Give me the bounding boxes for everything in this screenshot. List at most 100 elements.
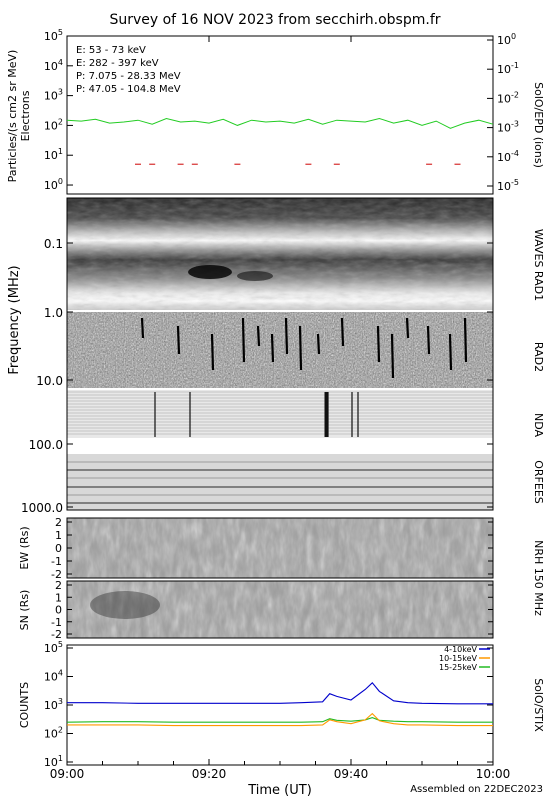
nrh-ew-tick-label: -1 [51, 555, 62, 568]
nda-lines [67, 391, 493, 437]
nrh-sn-panel: 210-1-2 SN (Rs) [18, 579, 494, 641]
time-axis-label: Time (UT) [247, 783, 312, 798]
nrh-sn-texture [67, 581, 493, 638]
nrh-sn-tick-label: -2 [51, 628, 62, 641]
nrh-ew-tick-label: -2 [51, 568, 62, 581]
stix-tick-label: 103 [44, 697, 63, 712]
epd-right-tick-label: 10-1 [497, 61, 519, 76]
stix-series [66, 681, 493, 727]
radio-tick-label: 100.0 [29, 438, 63, 452]
instrument-label-nda: NDA [532, 413, 545, 438]
epd-legend-entry: P: 47.05 - 104.8 MeV [76, 84, 181, 95]
nrh-sn-tick-label: 1 [55, 591, 62, 604]
rad1-texture [67, 198, 493, 310]
epd-right-tick-label: 10-3 [497, 120, 519, 135]
nrh-ew-tick-label: 1 [55, 529, 62, 542]
rad2-texture [67, 312, 493, 388]
epd-ylabel-left: Particles/(s cm2 sr MeV) [6, 50, 19, 183]
epd-left-tick-label: 101 [44, 147, 63, 162]
rad1-burst-blob2 [237, 271, 273, 281]
figure-title: Survey of 16 NOV 2023 from secchirh.obsp… [109, 12, 440, 28]
epd-left-tick-label: 104 [44, 58, 63, 73]
stix-series-line [66, 717, 493, 723]
epd-right-axis: 10-5 10-4 10-3 10-2 10-1 100 [487, 32, 519, 193]
orfees-lines [67, 461, 493, 504]
nrh-ew-tick-label: 2 [55, 516, 62, 529]
epd-left-tick-label: 100 [44, 177, 63, 192]
rad2-burst-streak [448, 333, 453, 371]
epd-left-tick-label: 103 [44, 88, 63, 103]
nrh-ew-texture [67, 518, 493, 578]
epd-ylabel-right: SolO/EPD (ions) [532, 82, 545, 168]
rad2-burst-streak [256, 325, 261, 347]
rad2-burst-streak [463, 317, 468, 363]
assembled-note: Assembled on 22DEC2023 [410, 784, 543, 795]
stix-tick-label: 105 [44, 640, 63, 655]
nrh-sn-dark-region [90, 591, 160, 619]
radio-panel: 0.1 1.0 10.0 100.0 1000.0 Frequency (MHz) WA… [7, 197, 545, 515]
epd-ylabel-left2: Electrons [19, 90, 32, 141]
time-tick-label: 10:00 [476, 767, 511, 781]
epd-legend-entry: P: 7.075 - 28.33 MeV [76, 71, 181, 82]
nrh-ew-tick-label: 0 [55, 542, 62, 555]
rad2-burst-streak [316, 333, 321, 355]
nrh-sn-axis: 210-1-2 [51, 579, 493, 641]
nrh-sn-tick-label: 2 [55, 579, 62, 592]
radio-tick-label: 1.0 [44, 306, 63, 320]
radio-tick-label: 1000.0 [21, 501, 63, 515]
stix-series-line [67, 681, 493, 705]
rad2-burst-streak [426, 325, 431, 355]
nrh-ew-axis: 210-1-2 [51, 516, 493, 581]
nrh-ew-panel: 210-1-2 EW (Rs) [18, 516, 494, 581]
epd-right-tick-label: 100 [497, 32, 516, 47]
radio-axis: 0.1 1.0 10.0 100.0 1000.0 [21, 237, 493, 515]
rad2-bursts [140, 317, 468, 379]
radio-frame [66, 197, 494, 511]
rad2-burst-streak [176, 325, 181, 355]
rad2-burst-streak [405, 317, 410, 339]
nrh-sn-tick-label: -1 [51, 616, 62, 629]
nrh-sn-ylabel: SN (Rs) [18, 590, 31, 631]
radio-tick-label: 10.0 [36, 374, 63, 388]
instrument-label-orfees: ORFEES [532, 460, 545, 504]
rad2-burst-streak [270, 333, 275, 363]
rad2-burst-streak [241, 317, 246, 363]
epd-left-tick-label: 102 [44, 117, 63, 132]
time-axis: 09:00 09:20 09:40 10:00 [50, 36, 511, 781]
time-tick-label: 09:00 [50, 767, 85, 781]
nrh-sn-tick-label: 0 [55, 604, 62, 617]
rad2-burst-streak [140, 317, 145, 339]
epd-legend-entry: E: 53 - 73 keV [76, 45, 146, 56]
rad2-burst-streak [298, 325, 303, 371]
stix-series-line [67, 712, 493, 727]
time-tick-label: 09:20 [192, 767, 227, 781]
instrument-label-rad2: RAD2 [532, 342, 545, 372]
radio-tick-label: 0.1 [44, 237, 63, 251]
orfees-spectrogram [67, 454, 493, 510]
time-tick-label: 09:40 [334, 767, 369, 781]
instrument-label-rad1: WAVES RAD1 [532, 229, 545, 301]
stix-tick-label: 104 [44, 669, 63, 684]
stix-legend-entry: 10-15keV [439, 654, 478, 663]
stix-legend-entry: 15-25keV [439, 663, 478, 672]
rad2-burst-streak [376, 325, 381, 363]
radio-ylabel: Frequency (MHz) [7, 265, 22, 374]
rad2-burst-streak [210, 333, 215, 371]
nrh-label: NRH 150 MHz [532, 540, 545, 616]
epd-legend-entry: E: 282 - 397 keV [76, 58, 159, 69]
stix-ylabel: COUNTS [18, 682, 31, 728]
epd-right-tick-label: 10-5 [497, 178, 519, 193]
rad2-burst-streak [284, 317, 289, 355]
stix-frame [66, 644, 494, 766]
rad1-burst-blob [188, 265, 232, 279]
rad2-burst-streak [390, 333, 395, 379]
epd-left-tick-label: 105 [44, 28, 63, 43]
epd-legend: E: 53 - 73 keV E: 282 - 397 keV P: 7.075 -… [76, 45, 181, 95]
stix-legend-entry: 4-10keV [444, 645, 477, 654]
epd-electron-low-series [66, 117, 494, 129]
